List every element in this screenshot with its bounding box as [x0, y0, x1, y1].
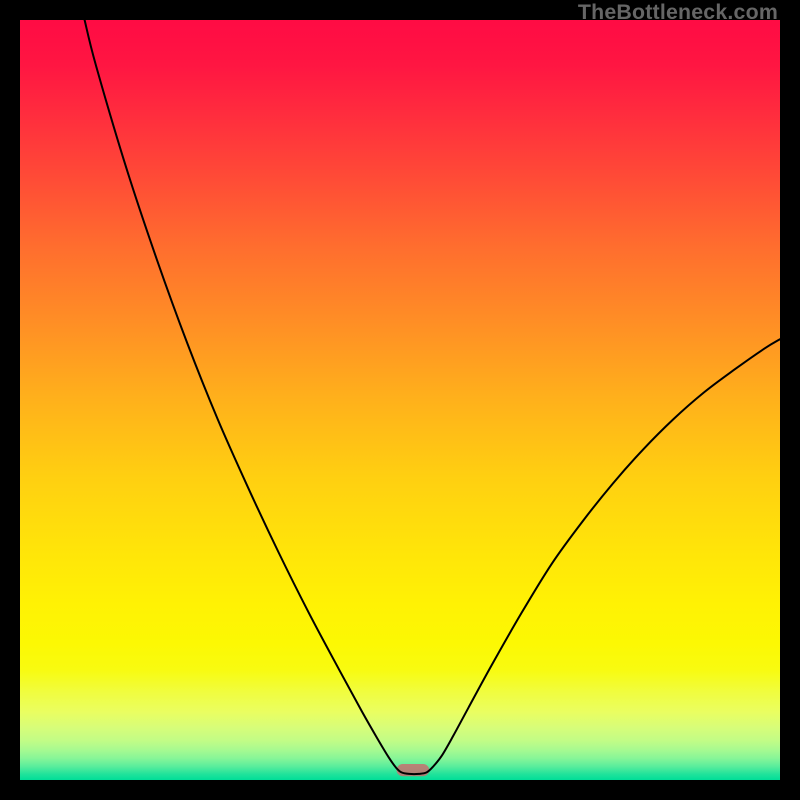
plot-area — [20, 20, 780, 780]
chart-frame: TheBottleneck.com — [0, 0, 800, 800]
gradient-background — [20, 20, 780, 780]
plot-svg — [20, 20, 780, 780]
watermark-label: TheBottleneck.com — [578, 0, 778, 25]
